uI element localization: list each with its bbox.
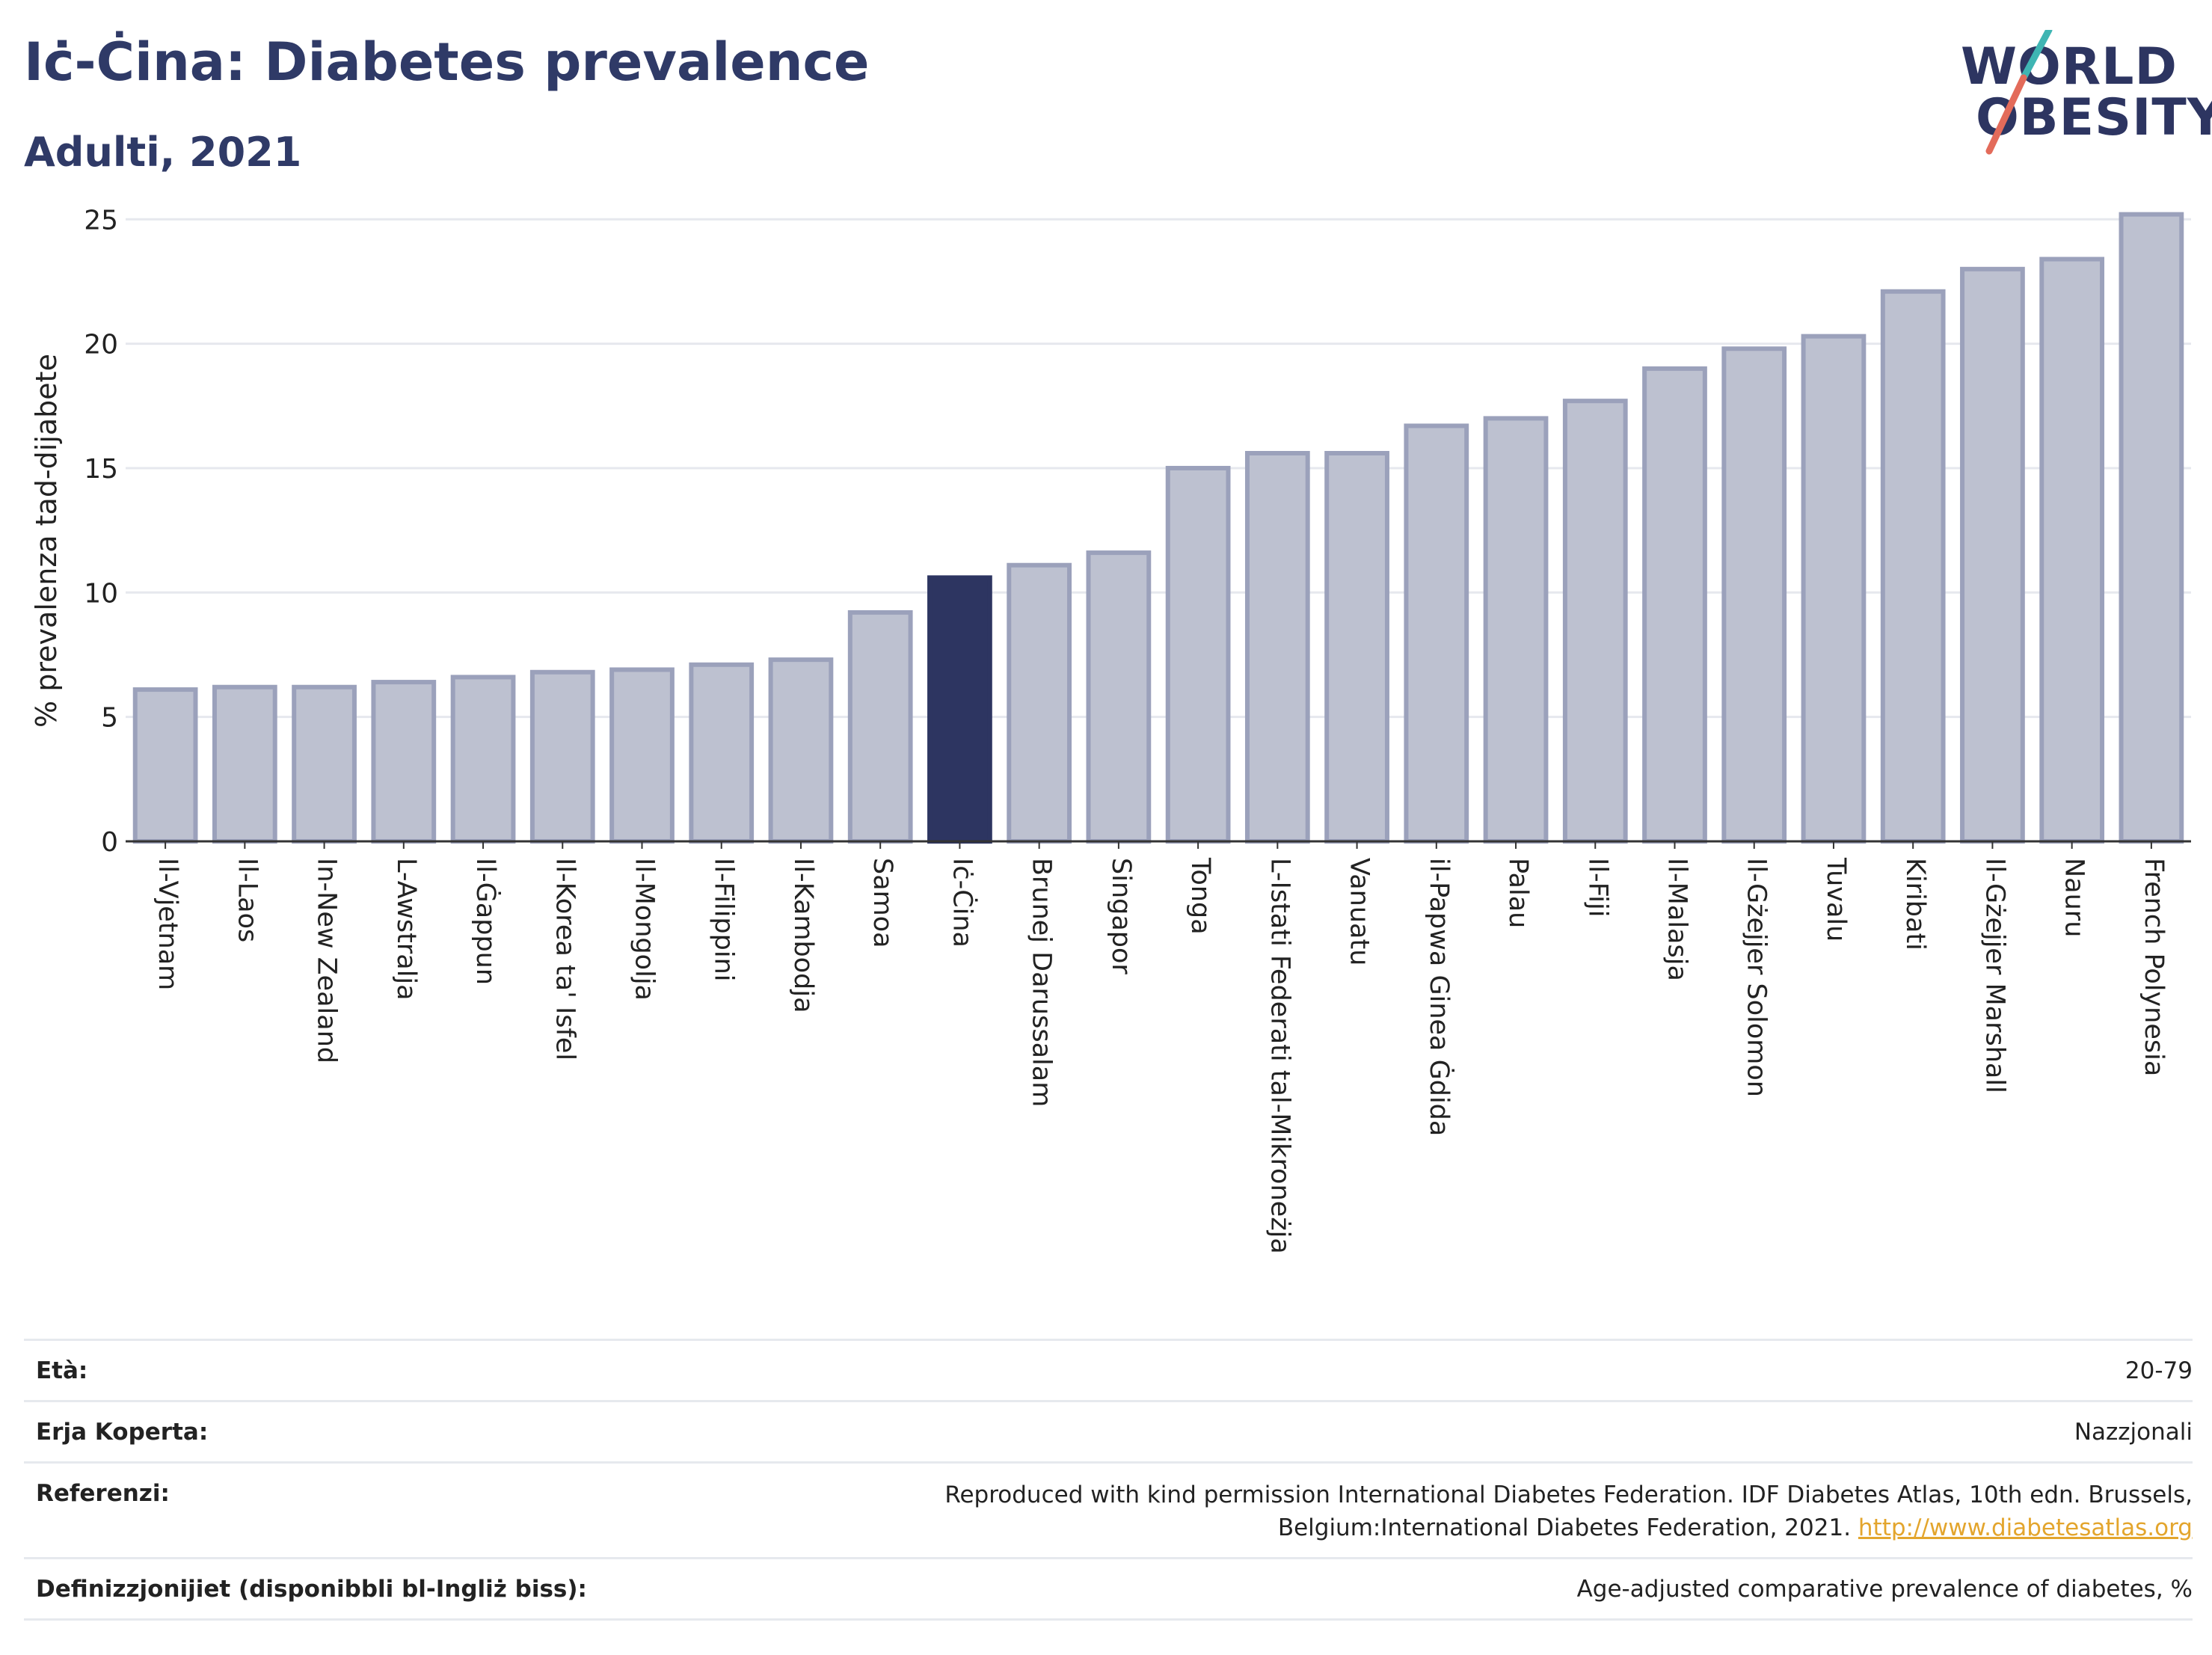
bar	[529, 669, 595, 844]
metadata-value: 20-79	[2125, 1357, 2193, 1384]
bar	[847, 610, 913, 844]
chart-subtitle: Adulti, 2021	[24, 129, 302, 176]
x-tick-label: Samoa	[867, 858, 897, 948]
x-tick-label: Palau	[1503, 858, 1533, 928]
bar	[768, 657, 834, 844]
x-tick-label: Iċ-Ċina	[947, 858, 978, 948]
y-tick-label: 20	[84, 330, 118, 360]
metadata-key: Definizzjonijiet (disponibbli bl-Ingliż …	[36, 1576, 587, 1603]
x-tick-label: Il-Gżejjer Solomon	[1742, 858, 1772, 1097]
bar	[1642, 366, 1707, 844]
axes	[126, 840, 2191, 849]
metadata-value-text: Age-adjusted comparative prevalence of d…	[1576, 1576, 2193, 1603]
bar	[1562, 399, 1628, 844]
x-tick-label: Kiribati	[1900, 858, 1930, 951]
metadata-row: Età: 20-79	[24, 1339, 2193, 1402]
bar	[1324, 451, 1389, 844]
bar	[212, 684, 277, 844]
x-tick-label: Vanuatu	[1345, 858, 1374, 965]
metadata-value: Age-adjusted comparative prevalence of d…	[1577, 1576, 2193, 1603]
x-tick-label: Il-Gżejjer Marshall	[1979, 858, 2009, 1093]
metadata-key: Età:	[36, 1357, 88, 1384]
x-tick-label: Brunej Darussalam	[1027, 858, 1057, 1107]
bar	[1960, 266, 2025, 844]
bar	[2119, 212, 2184, 844]
metadata-row: Definizzjonijiet (disponibbli bl-Ingliż …	[24, 1557, 2193, 1621]
metadata-key: Referenzi:	[36, 1480, 170, 1507]
x-tick-label: Tuvalu	[1821, 857, 1851, 942]
metadata-key: Erja Koperta:	[36, 1419, 209, 1446]
bar	[689, 662, 755, 844]
x-tick-label: Tonga	[1185, 857, 1215, 935]
x-tick-label: L-Istati Federati tal-Mikroneżja	[1265, 858, 1294, 1254]
metadata-value-text: 20-79	[2125, 1357, 2193, 1384]
x-tick-label: Il-Filippini	[709, 858, 739, 982]
tick-labels: 0 5 10 15 20 25 Il-Vjetnam Il-Laos In-New Zealan…	[84, 205, 2169, 1253]
bar	[1244, 451, 1310, 844]
metadata-bottom-rule	[24, 1618, 2193, 1621]
x-tick-label: L-Awstralja	[391, 858, 421, 1001]
bar-highlighted	[927, 575, 992, 844]
bar	[1086, 550, 1152, 844]
bar-chart: 0 5 10 15 20 25 Il-Vjetnam Il-Laos In-New Zealan…	[30, 205, 2191, 1254]
x-tick-label: French Polynesia	[2139, 858, 2169, 1076]
chart-title: Iċ-Ċina: Diabetes prevalence	[24, 31, 870, 93]
metadata-value: Reproduced with kind permission Internat…	[697, 1479, 2193, 1544]
x-tick-label: il-Papwa Ginea Ġdida	[1424, 858, 1455, 1136]
x-tick-label: Il-Laos	[232, 858, 262, 942]
x-tick-label: Il-Malasja	[1662, 858, 1692, 981]
x-tick-label: Il-Vjetnam	[153, 858, 182, 990]
metadata-value-text: Nazzjonali	[2074, 1419, 2193, 1446]
diabetes-atlas-link[interactable]: http://www.diabetesatlas.org	[1858, 1514, 2193, 1541]
y-tick-label: 5	[101, 703, 118, 734]
logo-text-world: WORLD	[1961, 37, 2178, 96]
x-tick-label: Il-Fiji	[1582, 858, 1612, 917]
bar	[1880, 289, 1946, 844]
bar	[292, 684, 357, 844]
y-tick-label: 15	[84, 454, 118, 485]
y-axis-label: % prevalenza tad-dijabete	[30, 354, 63, 728]
bar	[450, 675, 516, 844]
y-tick-label: 0	[101, 827, 118, 858]
bar	[2039, 257, 2105, 844]
x-tick-label: Il-Ġappun	[470, 858, 502, 985]
x-tick-label: Nauru	[2059, 858, 2089, 937]
bar	[1007, 562, 1072, 844]
x-tick-label: Il-Mongolja	[630, 858, 660, 1001]
bar	[1721, 346, 1787, 844]
y-tick-label: 10	[84, 578, 118, 609]
bar	[1165, 465, 1231, 844]
metadata-value: Nazzjonali	[2074, 1419, 2193, 1446]
bars	[132, 212, 2184, 844]
logo-slash-icon	[1985, 30, 2053, 155]
y-tick-label: 25	[84, 205, 118, 236]
bar	[1404, 423, 1469, 844]
bar	[609, 667, 675, 844]
x-tick-label: In-New Zealand	[312, 858, 342, 1063]
bar	[1483, 416, 1549, 844]
world-obesity-logo: WORLD OBESITY	[1952, 30, 2212, 165]
bar	[1801, 334, 1867, 844]
bar	[371, 680, 437, 844]
metadata-row: Erja Koperta: Nazzjonali	[24, 1400, 2193, 1464]
x-tick-label: Il-Kambodja	[788, 858, 818, 1013]
metadata-row: Referenzi: Reproduced with kind permissio…	[24, 1461, 2193, 1559]
x-tick-label: Singapor	[1106, 858, 1136, 974]
metadata-value-text: Reproduced with kind permission Internat…	[944, 1481, 2193, 1541]
bar	[132, 687, 198, 844]
x-tick-label: Il-Korea ta' Isfel	[550, 858, 580, 1060]
